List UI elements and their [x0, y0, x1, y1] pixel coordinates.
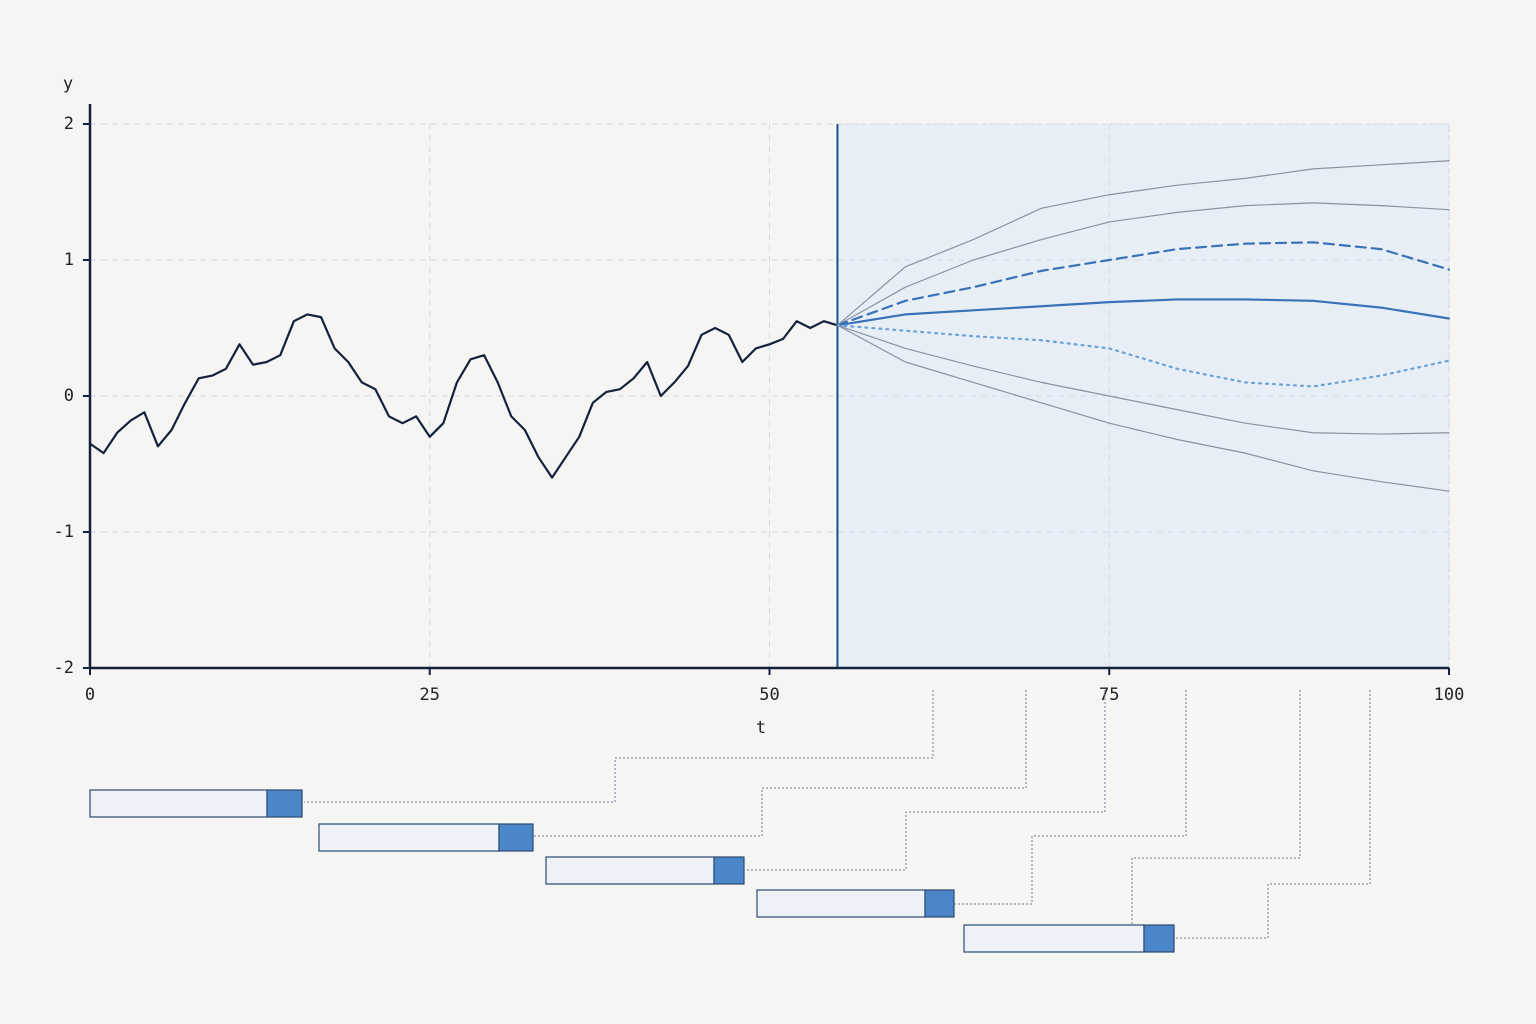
y-tick-label: -1 [54, 522, 74, 542]
x-tick-label: 0 [85, 685, 95, 705]
series-line [836, 202, 1450, 326]
x-tick-label: 50 [759, 685, 779, 705]
x-tick-label: 100 [1434, 685, 1465, 705]
annotation-diagram [89, 690, 1371, 953]
x-axis-label: t [756, 718, 766, 738]
series-line [836, 241, 1451, 327]
y-tick-label: 2 [64, 114, 74, 134]
x-tick-label: 25 [420, 685, 440, 705]
y-tick-label: -2 [54, 658, 74, 678]
series-line [88, 313, 839, 479]
y-tick-label: 1 [64, 250, 74, 270]
series-line [836, 298, 1451, 327]
series-line [836, 324, 1451, 388]
y-axis-label: y [63, 74, 73, 94]
series-line [836, 324, 1450, 492]
x-tick-label: 75 [1099, 685, 1119, 705]
y-tick-label: 0 [64, 386, 74, 406]
series-line [836, 160, 1450, 326]
series-line [836, 324, 1450, 435]
